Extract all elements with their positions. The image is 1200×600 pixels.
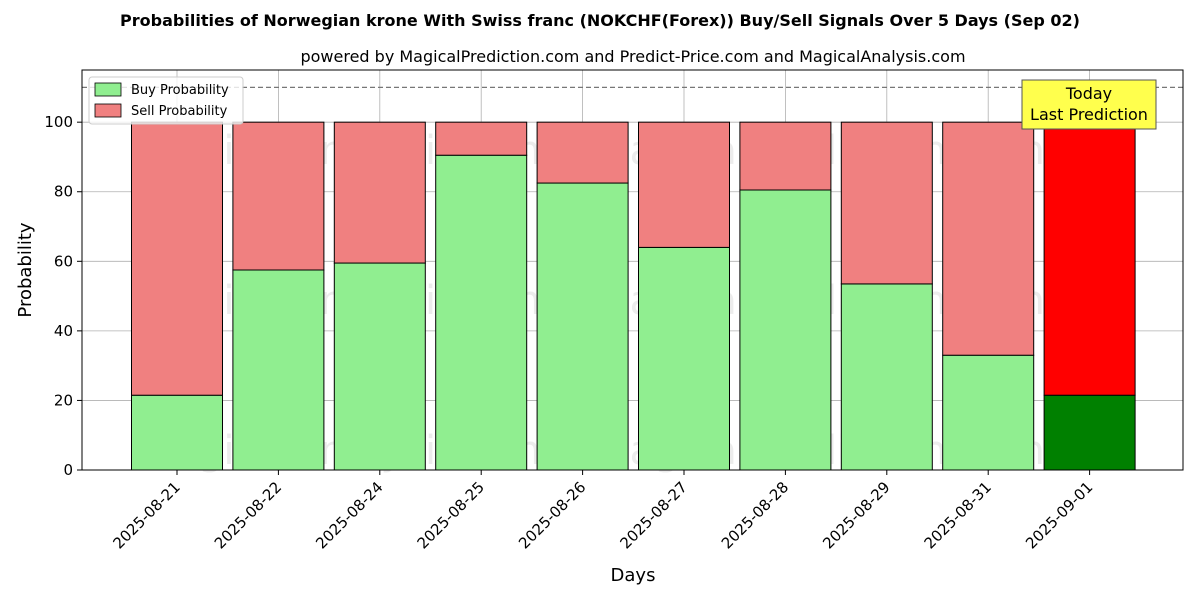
today-annotation: Today Last Prediction xyxy=(1021,79,1157,130)
y-tick-label: 20 xyxy=(54,391,73,409)
y-tick-label: 40 xyxy=(54,322,73,340)
annotation-box xyxy=(1021,79,1157,130)
x-tick-label: 2025-08-27 xyxy=(616,478,690,552)
bar-buy-2025-08-28 xyxy=(739,189,832,471)
bar-buy-2025-08-31 xyxy=(942,354,1035,471)
bar-buy-2025-08-24 xyxy=(333,262,426,471)
chart-subtitle: powered by MagicalPrediction.com and Pre… xyxy=(300,47,965,66)
bar-buy-2025-08-21 xyxy=(131,394,223,471)
y-tick-label: 100 xyxy=(44,113,73,131)
x-tick-label: 2025-08-21 xyxy=(109,478,183,552)
bar-buy-2025-08-29 xyxy=(840,283,933,471)
x-tick-label: 2025-08-26 xyxy=(515,478,589,552)
bar-buy-2025-08-27 xyxy=(638,246,730,471)
bar-sell-2025-08-21 xyxy=(131,121,223,396)
bar-sell-2025-08-31 xyxy=(942,121,1035,356)
annotation-line2: Last Prediction xyxy=(1030,105,1148,124)
bar-sell-2025-08-24 xyxy=(333,121,426,264)
bar-buy-2025-08-26 xyxy=(536,182,629,471)
bar-buy-2025-08-22 xyxy=(232,269,325,471)
plot-frame xyxy=(81,69,1184,471)
bar-sell-2025-08-28 xyxy=(739,121,832,191)
y-tick-label: 80 xyxy=(54,183,73,201)
bar-sell-2025-08-26 xyxy=(536,121,629,184)
x-tick-label: 2025-08-22 xyxy=(211,478,285,552)
bar-buy-2025-09-01 xyxy=(1043,394,1136,471)
x-tick-label: 2025-08-31 xyxy=(921,478,995,552)
x-tick-label: 2025-08-28 xyxy=(718,478,792,552)
bar-sell-2025-08-22 xyxy=(232,121,325,271)
legend-box xyxy=(88,76,244,125)
y-tick-label: 60 xyxy=(54,252,73,270)
bar-buy-2025-08-25 xyxy=(435,154,528,471)
x-axis-label: Days xyxy=(611,565,656,586)
chart-title: Probabilities of Norwegian krone With Sw… xyxy=(120,11,1080,30)
bars xyxy=(131,121,1136,471)
bar-sell-2025-09-01 xyxy=(1043,121,1136,396)
y-axis-label: Probability xyxy=(15,222,36,317)
x-tick-label: 2025-08-25 xyxy=(414,478,488,552)
bar-sell-2025-08-29 xyxy=(840,121,933,285)
bar-sell-2025-08-27 xyxy=(638,121,730,248)
x-axis: 2025-08-21 2025-08-22 2025-08-24 2025-08-25… xyxy=(109,470,1096,552)
bar-sell-2025-08-25 xyxy=(435,121,528,156)
x-tick-label: 2025-08-29 xyxy=(819,478,893,552)
x-tick-label: 2025-08-24 xyxy=(312,478,386,552)
legend-buy-swatch xyxy=(94,82,122,97)
legend-sell-swatch xyxy=(94,103,122,118)
y-tick-label: 0 xyxy=(63,461,73,479)
legend: Buy Probability Sell Probability xyxy=(88,76,244,125)
legend-buy-label: Buy Probability xyxy=(131,83,229,98)
annotation-line1: Today xyxy=(1065,84,1112,103)
legend-sell-label: Sell Probability xyxy=(131,104,228,119)
y-axis: 0 20 40 60 80 100 xyxy=(44,113,82,479)
x-tick-label: 2025-09-01 xyxy=(1022,478,1096,552)
